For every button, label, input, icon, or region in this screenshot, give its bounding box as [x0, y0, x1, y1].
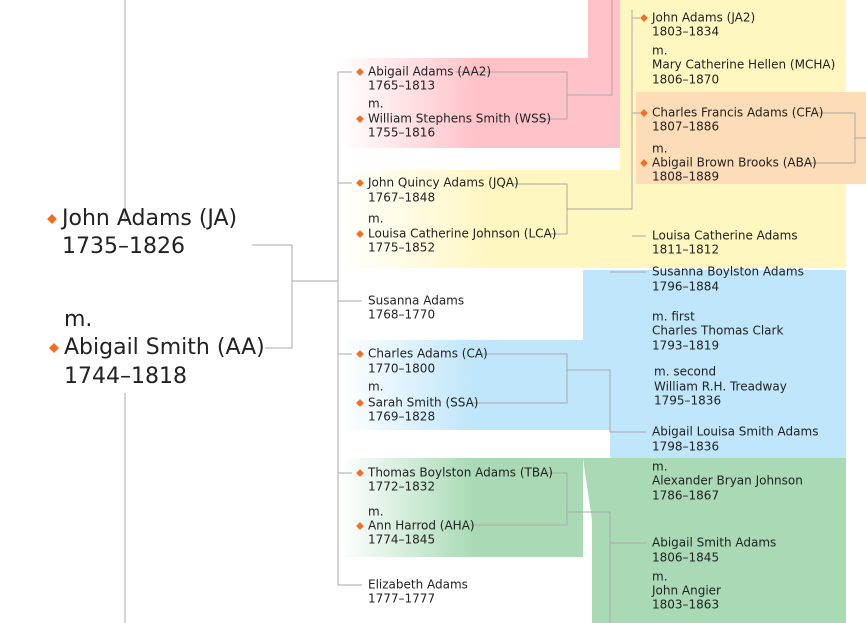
person-text: 1795–1836: [654, 394, 721, 408]
person-text: Ann Harrod (AHA): [368, 519, 475, 533]
person-text: Mary Catherine Hellen (MCHA): [652, 58, 835, 72]
person-text: 1770–1800: [368, 362, 435, 376]
person-text: m.: [652, 460, 668, 474]
marker-diamond: [356, 115, 364, 123]
person-text: 1803–1834: [652, 25, 719, 39]
person-text: m.: [368, 505, 384, 519]
person-text: Abigail Smith (AA): [64, 335, 265, 360]
person-text: 1777–1777: [368, 592, 435, 606]
person-text: m.: [652, 142, 668, 156]
backgrounds: [340, 0, 866, 623]
marker-diamond: [640, 159, 648, 167]
person-text: John Adams (JA): [60, 206, 237, 231]
person-text: 1807–1886: [652, 120, 719, 134]
person-text: 1803–1863: [652, 598, 719, 612]
marker-diamond: [356, 399, 364, 407]
person-text: Abigail Louisa Smith Adams: [652, 425, 818, 439]
person-text: Susanna Boylston Adams: [652, 265, 804, 279]
person-text: 1735–1826: [62, 234, 185, 259]
person-text: 1808–1889: [652, 170, 719, 184]
person-text: Charles Francis Adams (CFA): [652, 106, 823, 120]
person-text: 1755–1816: [368, 126, 435, 140]
person-text: Elizabeth Adams: [368, 578, 468, 592]
person-text: William Stephens Smith (WSS): [368, 112, 551, 126]
person-text: John Angier: [651, 584, 721, 598]
person-text: 1793–1819: [652, 339, 719, 353]
marker-diamond: [356, 522, 364, 530]
person-text: Charles Adams (CA): [368, 347, 488, 361]
marker-diamond: [640, 14, 648, 22]
person-text: 1786–1867: [652, 489, 719, 503]
person-text: m.: [64, 307, 92, 332]
person-text: 1767–1848: [368, 191, 435, 205]
person-text: William R.H. Treadway: [654, 380, 787, 394]
person-text: Alexander Bryan Johnson: [652, 474, 803, 488]
person-text: John Quincy Adams (JQA): [367, 176, 519, 190]
marker-diamond: [47, 214, 57, 224]
person-text: m.: [368, 380, 384, 394]
person-text: Abigail Adams (AA2): [368, 65, 491, 79]
person-text: Susanna Adams: [368, 294, 464, 308]
person-text: 1806–1870: [652, 73, 719, 87]
person-text: 1768–1770: [368, 308, 435, 322]
connectors: [124, 0, 866, 623]
person-text: 1774–1845: [368, 533, 435, 547]
person-text: Thomas Boylston Adams (TBA): [367, 466, 553, 480]
person-text: Charles Thomas Clark: [652, 324, 783, 338]
person-text: m. first: [652, 310, 695, 324]
person-text: Louisa Catherine Adams: [652, 229, 798, 243]
person-text: m.: [652, 570, 668, 584]
person-text: m.: [368, 97, 384, 111]
person-text: 1798–1836: [652, 440, 719, 454]
person-text: 1806–1845: [652, 551, 719, 565]
person-text: Louisa Catherine Johnson (LCA): [368, 227, 556, 241]
person-text: 1744–1818: [64, 364, 187, 389]
person-text: 1772–1832: [368, 480, 435, 494]
person-text: Abigail Smith Adams: [652, 536, 776, 550]
person-text: 1811–1812: [652, 243, 719, 257]
marker-diamond: [356, 469, 364, 477]
person-text: 1769–1828: [368, 410, 435, 424]
person-text: John Adams (JA2): [651, 11, 755, 25]
person-text: 1775–1852: [368, 241, 435, 255]
marker-diamond: [356, 68, 364, 76]
person-text: m.: [652, 44, 668, 58]
marker-diamond: [356, 350, 364, 358]
person-text: m. second: [654, 365, 716, 379]
marker-diamond: [49, 343, 59, 353]
person-text: Abigail Brown Brooks (ABA): [652, 156, 817, 170]
person-text: 1765–1813: [368, 79, 435, 93]
marker-diamond: [640, 109, 648, 117]
person-text: 1796–1884: [652, 280, 719, 294]
person-text: Sarah Smith (SSA): [368, 396, 478, 410]
person-text: m.: [368, 212, 384, 226]
